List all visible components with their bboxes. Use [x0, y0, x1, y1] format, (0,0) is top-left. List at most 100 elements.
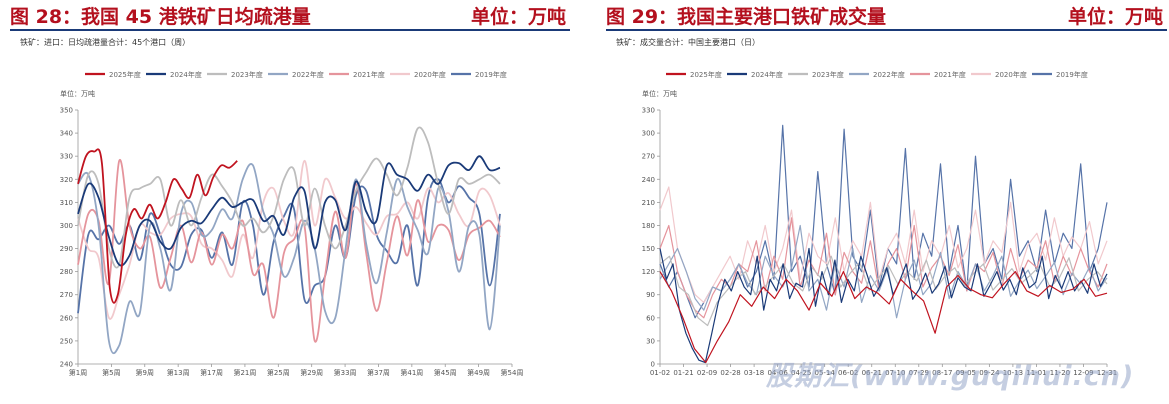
x-tick-label: 第21周	[233, 368, 256, 377]
x-tick-label: 第17周	[200, 368, 223, 377]
x-tick-label: 07-10	[885, 369, 905, 377]
series-line	[659, 224, 1108, 319]
y-tick-label: 270	[60, 291, 73, 299]
x-tick-label: 12-09	[1073, 369, 1093, 377]
series-line	[77, 163, 501, 355]
y-tick-label: 30	[646, 337, 655, 345]
title-divider	[10, 29, 570, 31]
legend-item: 2020年度	[971, 70, 1027, 79]
x-tick-label: 第9周	[136, 368, 154, 377]
y-tick-label: 270	[642, 153, 655, 161]
chart-title: 图 29：我国主要港口铁矿成交量	[606, 6, 887, 28]
legend-label: 2020年度	[995, 70, 1027, 79]
chart-title: 图 28：我国 45 港铁矿日均疏港量	[10, 6, 311, 28]
y-tick-label: 280	[60, 268, 73, 276]
x-tick-label: 05-14	[815, 369, 836, 377]
legend-label: 2021年度	[353, 70, 385, 79]
x-tick-label: 第54周	[501, 368, 524, 377]
x-tick-label: 第1周	[69, 368, 87, 377]
x-tick-label: 02-09	[697, 369, 717, 377]
y-tick-label: 300	[60, 222, 73, 230]
series-line	[659, 186, 1108, 303]
y-axis-label: 单位：万吨	[60, 89, 95, 98]
legend-label: 2025年度	[109, 70, 141, 79]
legend-item: 2020年度	[390, 70, 446, 79]
y-tick-label: 330	[642, 107, 655, 115]
x-tick-label: 03-18	[744, 369, 764, 377]
chart-source-label: 铁矿：成交量合计：中国主要港口（日）	[616, 38, 760, 47]
series-line	[659, 247, 1108, 364]
x-tick-label: 06-02	[838, 369, 858, 377]
y-tick-label: 320	[60, 176, 73, 184]
chart-panel-trade-volume: 图 29：我国主要港口铁矿成交量 单位：万吨 铁矿：成交量合计：中国主要港口（日…	[596, 0, 1169, 404]
legend-item: 2021年度	[329, 70, 385, 79]
series-line	[77, 126, 501, 269]
series-line	[659, 271, 1108, 364]
legend-item: 2025年度	[666, 70, 722, 79]
x-tick-label: 第13周	[167, 368, 190, 377]
series-line	[77, 158, 501, 343]
x-tick-label: 01-02	[650, 369, 670, 377]
x-tick-label: 04-06	[767, 369, 788, 377]
legend-item: 2024年度	[727, 70, 783, 79]
legend-label: 2023年度	[812, 70, 844, 79]
y-tick-label: 260	[60, 314, 73, 322]
x-tick-label: 02-28	[720, 369, 740, 377]
legend-item: 2024年度	[146, 70, 202, 79]
legend-item: 2023年度	[788, 70, 844, 79]
series-line	[77, 155, 501, 267]
x-tick-label: 第49周	[467, 368, 490, 377]
x-tick-label: 06-21	[862, 369, 882, 377]
legend-item: 2019年度	[1032, 70, 1088, 79]
legend: 2025年度 2024年度 2023年度 2022年度 2021年度 2020年度 2019…	[85, 70, 507, 79]
x-tick-label: 第45周	[434, 368, 457, 377]
y-tick-label: 120	[642, 268, 655, 276]
chart-unit: 单位：万吨	[470, 6, 566, 28]
y-tick-label: 290	[60, 245, 73, 253]
y-tick-label: 340	[60, 130, 73, 138]
x-tick-label: 01-21	[673, 369, 693, 377]
x-tick-label: 10-13	[1003, 369, 1023, 377]
y-tick-label: 60	[646, 314, 655, 322]
x-tick-label: 09-24	[979, 369, 1000, 377]
legend-item: 2025年度	[85, 70, 141, 79]
x-tick-label: 第25周	[267, 368, 290, 377]
line-chart-trade-volume: 2025年度 2024年度 2023年度 2022年度 2021年度 2020年度 2019…	[642, 70, 1118, 377]
legend: 2025年度 2024年度 2023年度 2022年度 2021年度 2020年度 2019…	[666, 70, 1088, 79]
watermark: 股期汇(www.guqihui.cn)	[766, 361, 1135, 392]
chart-unit: 单位：万吨	[1067, 6, 1163, 28]
legend-label: 2025年度	[690, 70, 722, 79]
y-tick-label: 330	[60, 153, 73, 161]
legend-label: 2024年度	[751, 70, 783, 79]
legend-item: 2022年度	[268, 70, 324, 79]
x-tick-label: 07-29	[909, 369, 929, 377]
chart-source-label: 铁矿：进口：日均疏港量合计：45个港口（周）	[20, 38, 191, 47]
x-tick-label: 11-20	[1050, 369, 1070, 377]
x-tick-label: 09-05	[956, 369, 976, 377]
legend-label: 2020年度	[414, 70, 446, 79]
y-tick-label: 250	[60, 337, 73, 345]
legend-label: 2019年度	[475, 70, 507, 79]
legend-label: 2024年度	[170, 70, 202, 79]
x-tick-label: 04-25	[791, 369, 811, 377]
legend-label: 2021年度	[934, 70, 966, 79]
y-tick-label: 90	[646, 291, 655, 299]
y-tick-label: 350	[60, 107, 73, 115]
x-tick-label: 第5周	[102, 368, 120, 377]
y-axis-label: 单位：万吨	[642, 89, 677, 98]
legend-label: 2019年度	[1056, 70, 1088, 79]
y-tick-label: 210	[642, 199, 655, 207]
y-tick-label: 310	[60, 199, 73, 207]
legend-item: 2019年度	[451, 70, 507, 79]
legend-item: 2023年度	[207, 70, 263, 79]
x-tick-label: 08-17	[932, 369, 952, 377]
series-line	[77, 148, 238, 304]
y-tick-label: 0	[651, 361, 655, 369]
legend-label: 2023年度	[231, 70, 263, 79]
x-tick-label: 第37周	[367, 368, 390, 377]
series-line	[659, 124, 1108, 319]
title-divider	[606, 29, 1167, 31]
y-tick-label: 180	[642, 222, 655, 230]
line-chart-port-clearance: 2025年度 2024年度 2023年度 2022年度 2021年度 2020年度 2019…	[60, 70, 524, 377]
y-tick-label: 150	[642, 245, 655, 253]
